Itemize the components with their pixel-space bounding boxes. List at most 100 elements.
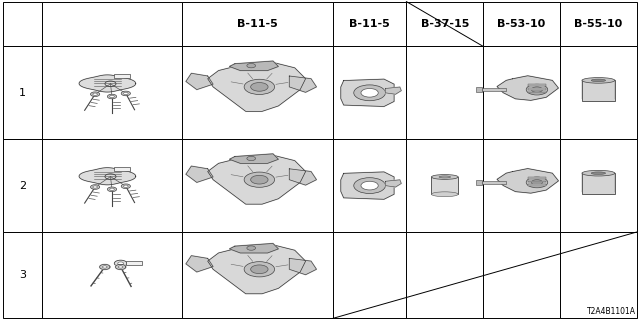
Circle shape [361, 89, 378, 97]
Ellipse shape [591, 172, 605, 174]
Bar [431, 177, 458, 194]
Bar [560, 46, 637, 139]
Text: 3: 3 [19, 270, 26, 280]
Bar [126, 261, 141, 265]
Bar [42, 46, 182, 139]
Bar [560, 232, 637, 318]
Bar [528, 177, 546, 179]
Text: B-37-15: B-37-15 [420, 19, 469, 29]
Bar [3, 2, 42, 46]
Circle shape [526, 84, 548, 95]
Bar [42, 232, 182, 318]
Bar [483, 2, 560, 46]
Circle shape [118, 266, 123, 268]
Bar [528, 88, 546, 90]
Circle shape [526, 177, 548, 188]
Circle shape [124, 92, 128, 95]
Circle shape [251, 265, 268, 274]
Circle shape [354, 85, 385, 101]
Polygon shape [497, 76, 559, 100]
Polygon shape [229, 244, 278, 253]
Polygon shape [100, 264, 110, 269]
Bar [3, 46, 42, 139]
Circle shape [247, 63, 255, 68]
Bar [528, 92, 546, 93]
Circle shape [244, 79, 275, 94]
Polygon shape [289, 76, 316, 92]
Bar [3, 139, 42, 232]
Polygon shape [207, 62, 306, 111]
Text: B-55-10: B-55-10 [574, 19, 623, 29]
Ellipse shape [431, 192, 458, 196]
Polygon shape [207, 245, 306, 294]
Bar [582, 80, 615, 101]
Polygon shape [79, 75, 136, 92]
Circle shape [93, 93, 97, 95]
Bar [528, 184, 546, 186]
Bar [182, 232, 333, 318]
Bar [476, 87, 483, 92]
Ellipse shape [431, 175, 458, 180]
Bar [333, 139, 406, 232]
Bar [582, 173, 615, 194]
Polygon shape [497, 169, 559, 193]
Circle shape [247, 246, 255, 250]
Circle shape [102, 266, 107, 268]
Polygon shape [229, 61, 278, 71]
Circle shape [109, 188, 115, 190]
Bar [182, 2, 333, 46]
Circle shape [531, 180, 543, 185]
Bar [182, 139, 333, 232]
Polygon shape [289, 259, 316, 275]
Bar [3, 232, 42, 318]
Bar [406, 46, 483, 139]
Text: B-11-5: B-11-5 [237, 19, 278, 29]
Polygon shape [186, 256, 213, 272]
Circle shape [361, 181, 378, 190]
Bar [333, 232, 406, 318]
Polygon shape [385, 180, 401, 187]
Bar [333, 46, 406, 139]
Circle shape [118, 262, 124, 265]
Circle shape [108, 94, 116, 99]
Ellipse shape [582, 170, 615, 176]
Bar [406, 139, 483, 232]
Circle shape [244, 262, 275, 277]
Text: 2: 2 [19, 180, 26, 191]
Bar [528, 84, 546, 86]
Circle shape [124, 185, 128, 188]
Bar [182, 46, 333, 139]
Circle shape [354, 178, 385, 194]
Circle shape [251, 83, 268, 91]
Circle shape [93, 186, 97, 188]
Ellipse shape [591, 79, 605, 82]
Polygon shape [229, 154, 278, 164]
Polygon shape [340, 79, 394, 107]
Circle shape [108, 187, 116, 192]
Bar [483, 139, 560, 232]
Circle shape [244, 172, 275, 187]
Polygon shape [79, 168, 136, 185]
Circle shape [251, 175, 268, 184]
Bar [42, 2, 182, 46]
Bar [483, 46, 560, 139]
Polygon shape [340, 172, 394, 199]
Bar [42, 139, 182, 232]
Circle shape [121, 91, 131, 96]
Text: B-11-5: B-11-5 [349, 19, 390, 29]
Polygon shape [207, 155, 306, 204]
Polygon shape [186, 73, 213, 90]
Polygon shape [385, 87, 401, 94]
Polygon shape [289, 169, 316, 185]
Circle shape [90, 92, 100, 97]
Bar [476, 180, 483, 185]
Bar [333, 2, 406, 46]
Polygon shape [186, 166, 213, 182]
Bar [483, 232, 560, 318]
Bar [482, 88, 506, 91]
Ellipse shape [582, 77, 615, 83]
Ellipse shape [439, 176, 451, 178]
Bar [406, 232, 483, 318]
Bar [560, 139, 637, 232]
Circle shape [247, 156, 255, 161]
